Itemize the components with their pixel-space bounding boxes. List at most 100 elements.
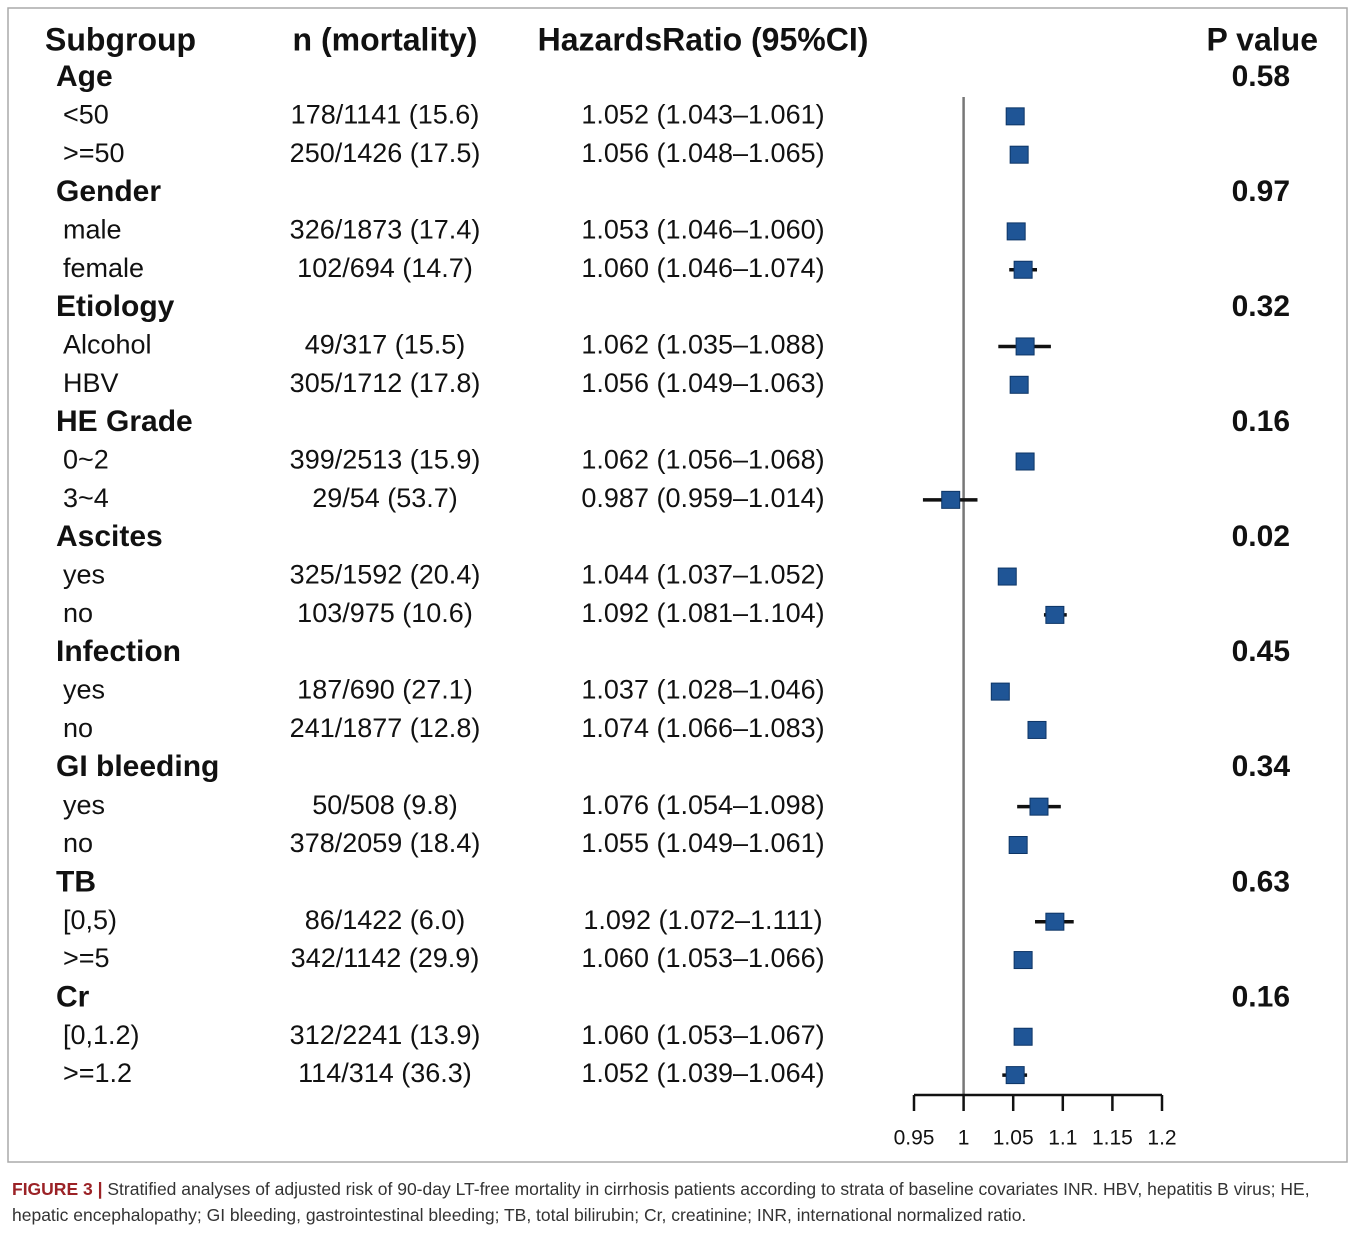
- n-mortality: 86/1422 (6.0): [305, 905, 466, 935]
- n-mortality: 325/1592 (20.4): [290, 560, 481, 590]
- hr-marker: [1005, 107, 1025, 126]
- n-mortality: 399/2513 (15.9): [290, 445, 481, 475]
- subgroup-label: >=50: [63, 138, 125, 168]
- hr-marker: [1027, 720, 1047, 739]
- n-mortality: 178/1141 (15.6): [291, 99, 480, 129]
- subgroup-label: yes: [63, 790, 105, 820]
- x-tick-label: 1.05: [993, 1127, 1034, 1150]
- group-label: Etiology: [56, 290, 175, 323]
- n-mortality: 29/54 (53.7): [312, 483, 458, 513]
- hr-marker: [1009, 375, 1029, 394]
- hr-ci: 1.062 (1.035–1.088): [581, 330, 824, 360]
- hr-ci: 1.037 (1.028–1.046): [581, 675, 824, 705]
- subgroup-label: >=5: [63, 943, 110, 973]
- n-mortality: 49/317 (15.5): [305, 330, 466, 360]
- subgroup-label: yes: [63, 560, 105, 590]
- subgroup-label: 0~2: [63, 445, 109, 475]
- chart: Subgroup n (mortality) HazardsRatio (95%CI…: [7, 7, 1348, 1163]
- n-mortality: 378/2059 (18.4): [290, 828, 481, 858]
- subgroup-label: [0,1.2): [63, 1020, 140, 1050]
- hr-ci: 1.060 (1.053–1.066): [581, 943, 824, 973]
- subgroup-label: >=1.2: [63, 1058, 132, 1088]
- hr-ci: 1.092 (1.072–1.111): [583, 905, 822, 935]
- subgroup-label: [0,5): [63, 905, 117, 935]
- subgroup-label: no: [63, 713, 93, 743]
- hr-ci: 1.056 (1.048–1.065): [581, 138, 824, 168]
- hr-marker: [1013, 1027, 1033, 1046]
- hr-ci: 1.055 (1.049–1.061): [581, 828, 824, 858]
- subgroup-label: Alcohol: [63, 330, 152, 360]
- hr-marker: [1006, 222, 1026, 241]
- hr-marker: [1013, 260, 1033, 279]
- hr-ci: 1.062 (1.056–1.068): [581, 445, 824, 475]
- p-value: 0.16: [1232, 405, 1290, 438]
- group-label: Ascites: [56, 520, 163, 553]
- n-mortality: 114/314 (36.3): [298, 1058, 472, 1088]
- p-value: 0.45: [1232, 635, 1290, 668]
- p-value: 0.34: [1232, 750, 1291, 783]
- hr-ci: 1.052 (1.043–1.061): [581, 99, 824, 129]
- hr-marker: [1015, 452, 1035, 471]
- p-value: 0.63: [1232, 865, 1290, 898]
- column-header: HazardsRatio (95%CI): [538, 21, 869, 57]
- n-mortality: 187/690 (27.1): [297, 675, 473, 705]
- figure-frame: [7, 7, 1348, 1163]
- hr-marker: [1005, 1066, 1025, 1085]
- subgroup-label: yes: [63, 675, 105, 705]
- p-value: 0.02: [1232, 520, 1290, 553]
- n-mortality: 102/694 (14.7): [297, 253, 473, 283]
- n-mortality: 241/1877 (12.8): [290, 713, 481, 743]
- subgroup-label: male: [63, 215, 122, 245]
- x-tick-label: 1.2: [1147, 1127, 1176, 1150]
- hr-ci: 1.092 (1.081–1.104): [581, 598, 824, 628]
- hr-marker: [1045, 912, 1065, 931]
- caption-label: FIGURE 3 |: [12, 1179, 103, 1199]
- n-mortality: 326/1873 (17.4): [290, 215, 481, 245]
- x-tick-label: 0.95: [894, 1127, 935, 1150]
- subgroup-label: no: [63, 598, 93, 628]
- column-header: P value: [1207, 21, 1318, 57]
- hr-ci: 1.060 (1.053–1.067): [581, 1020, 824, 1050]
- group-label: GI bleeding: [56, 750, 219, 783]
- hr-marker: [1013, 951, 1033, 970]
- hr-ci: 1.053 (1.046–1.060): [581, 215, 824, 245]
- n-mortality: 103/975 (10.6): [297, 598, 473, 628]
- hr-ci: 0.987 (0.959–1.014): [581, 483, 824, 513]
- n-mortality: 312/2241 (13.9): [290, 1020, 481, 1050]
- subgroup-label: no: [63, 828, 93, 858]
- p-value: 0.16: [1232, 980, 1290, 1013]
- column-header: n (mortality): [293, 21, 478, 57]
- subgroup-label: HBV: [63, 368, 119, 398]
- hr-marker: [1009, 145, 1029, 164]
- column-header: Subgroup: [45, 21, 196, 57]
- group-label: Infection: [56, 635, 181, 668]
- subgroup-label: <50: [63, 99, 109, 129]
- x-tick-label: 1.15: [1092, 1127, 1133, 1150]
- hr-marker: [1029, 797, 1049, 816]
- hr-ci: 1.074 (1.066–1.083): [581, 713, 824, 743]
- p-value: 0.32: [1232, 290, 1290, 323]
- hr-ci: 1.076 (1.054–1.098): [581, 790, 824, 820]
- hr-marker: [1045, 605, 1065, 624]
- hr-marker: [990, 682, 1010, 701]
- hr-marker: [941, 490, 961, 509]
- caption: FIGURE 3 | Stratified analyses of adjust…: [12, 1176, 1342, 1228]
- hr-ci: 1.052 (1.039–1.064): [581, 1058, 824, 1088]
- group-label: TB: [56, 865, 96, 898]
- group-label: Cr: [56, 980, 90, 1013]
- hr-ci: 1.044 (1.037–1.052): [581, 560, 824, 590]
- n-mortality: 342/1142 (29.9): [291, 943, 480, 973]
- hr-marker: [1008, 836, 1028, 854]
- n-mortality: 50/508 (9.8): [312, 790, 458, 820]
- p-value: 0.97: [1232, 175, 1290, 208]
- x-tick-label: 1.1: [1048, 1127, 1077, 1150]
- group-label: HE Grade: [56, 405, 193, 438]
- hr-ci: 1.056 (1.049–1.063): [581, 368, 824, 398]
- hr-marker: [1015, 337, 1035, 356]
- n-mortality: 250/1426 (17.5): [290, 138, 481, 168]
- caption-text: Stratified analyses of adjusted risk of …: [12, 1179, 1310, 1225]
- group-label: Gender: [56, 175, 161, 208]
- subgroup-label: female: [63, 253, 144, 283]
- x-tick-label: 1: [958, 1127, 970, 1150]
